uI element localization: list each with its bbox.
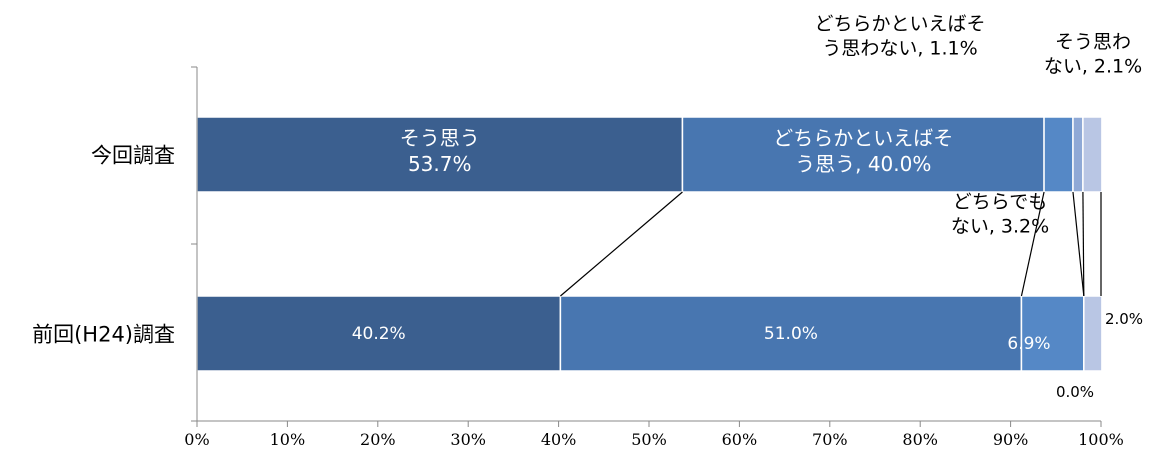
data-label: 40.2% <box>352 324 406 344</box>
x-tick-label: 40% <box>541 430 577 449</box>
x-tick-label: 50% <box>631 430 667 449</box>
bar-segment <box>681 116 1045 193</box>
data-label: どちらかといえばそう思わない, 1.1% <box>814 13 985 60</box>
bar-segment <box>1083 295 1103 372</box>
x-tick-label: 80% <box>902 430 938 449</box>
data-label: どちらかといえばそう思う, 40.0% <box>773 126 953 176</box>
x-tick-label: 70% <box>812 430 848 449</box>
data-label: そう思う 53.7% <box>400 126 480 176</box>
x-tick-label: 20% <box>360 430 396 449</box>
connector-layer <box>560 191 1102 297</box>
series-connector-line <box>560 191 683 297</box>
bar-segment <box>196 116 684 193</box>
data-label: そう思わない, 2.1% <box>1044 31 1142 78</box>
data-label: 0.0% <box>1056 383 1094 401</box>
data-label: どちらでもない, 3.2% <box>951 191 1049 238</box>
data-label: 2.0% <box>1105 310 1143 328</box>
series-connector-line <box>1082 191 1085 297</box>
x-tick-label: 100% <box>1078 430 1124 449</box>
category-label: 今回調査 <box>91 144 175 168</box>
data-label: 6.9% <box>1007 334 1050 354</box>
series-connector-line <box>1020 191 1045 297</box>
data-label: 51.0% <box>764 324 818 344</box>
bar-segment <box>559 295 1023 372</box>
bar-segment <box>1082 116 1103 193</box>
x-tick-label: 60% <box>722 430 758 449</box>
bar-layer <box>196 116 1103 372</box>
bar-segment <box>1043 116 1074 193</box>
series-connector-line <box>1072 191 1085 297</box>
bar-segment <box>1072 116 1084 193</box>
category-label: 前回(H24)調査 <box>32 323 175 347</box>
x-tick-label: 30% <box>450 430 486 449</box>
x-tick-label: 0% <box>184 430 209 449</box>
axes-layer: 0% 10% 20% 30% 40% 50% 60% 70% 80% 90% 100% <box>184 66 1124 449</box>
x-tick-label: 10% <box>270 430 306 449</box>
bar-segment <box>196 295 562 372</box>
bar-segment <box>1020 295 1085 372</box>
x-tick-label: 90% <box>993 430 1029 449</box>
